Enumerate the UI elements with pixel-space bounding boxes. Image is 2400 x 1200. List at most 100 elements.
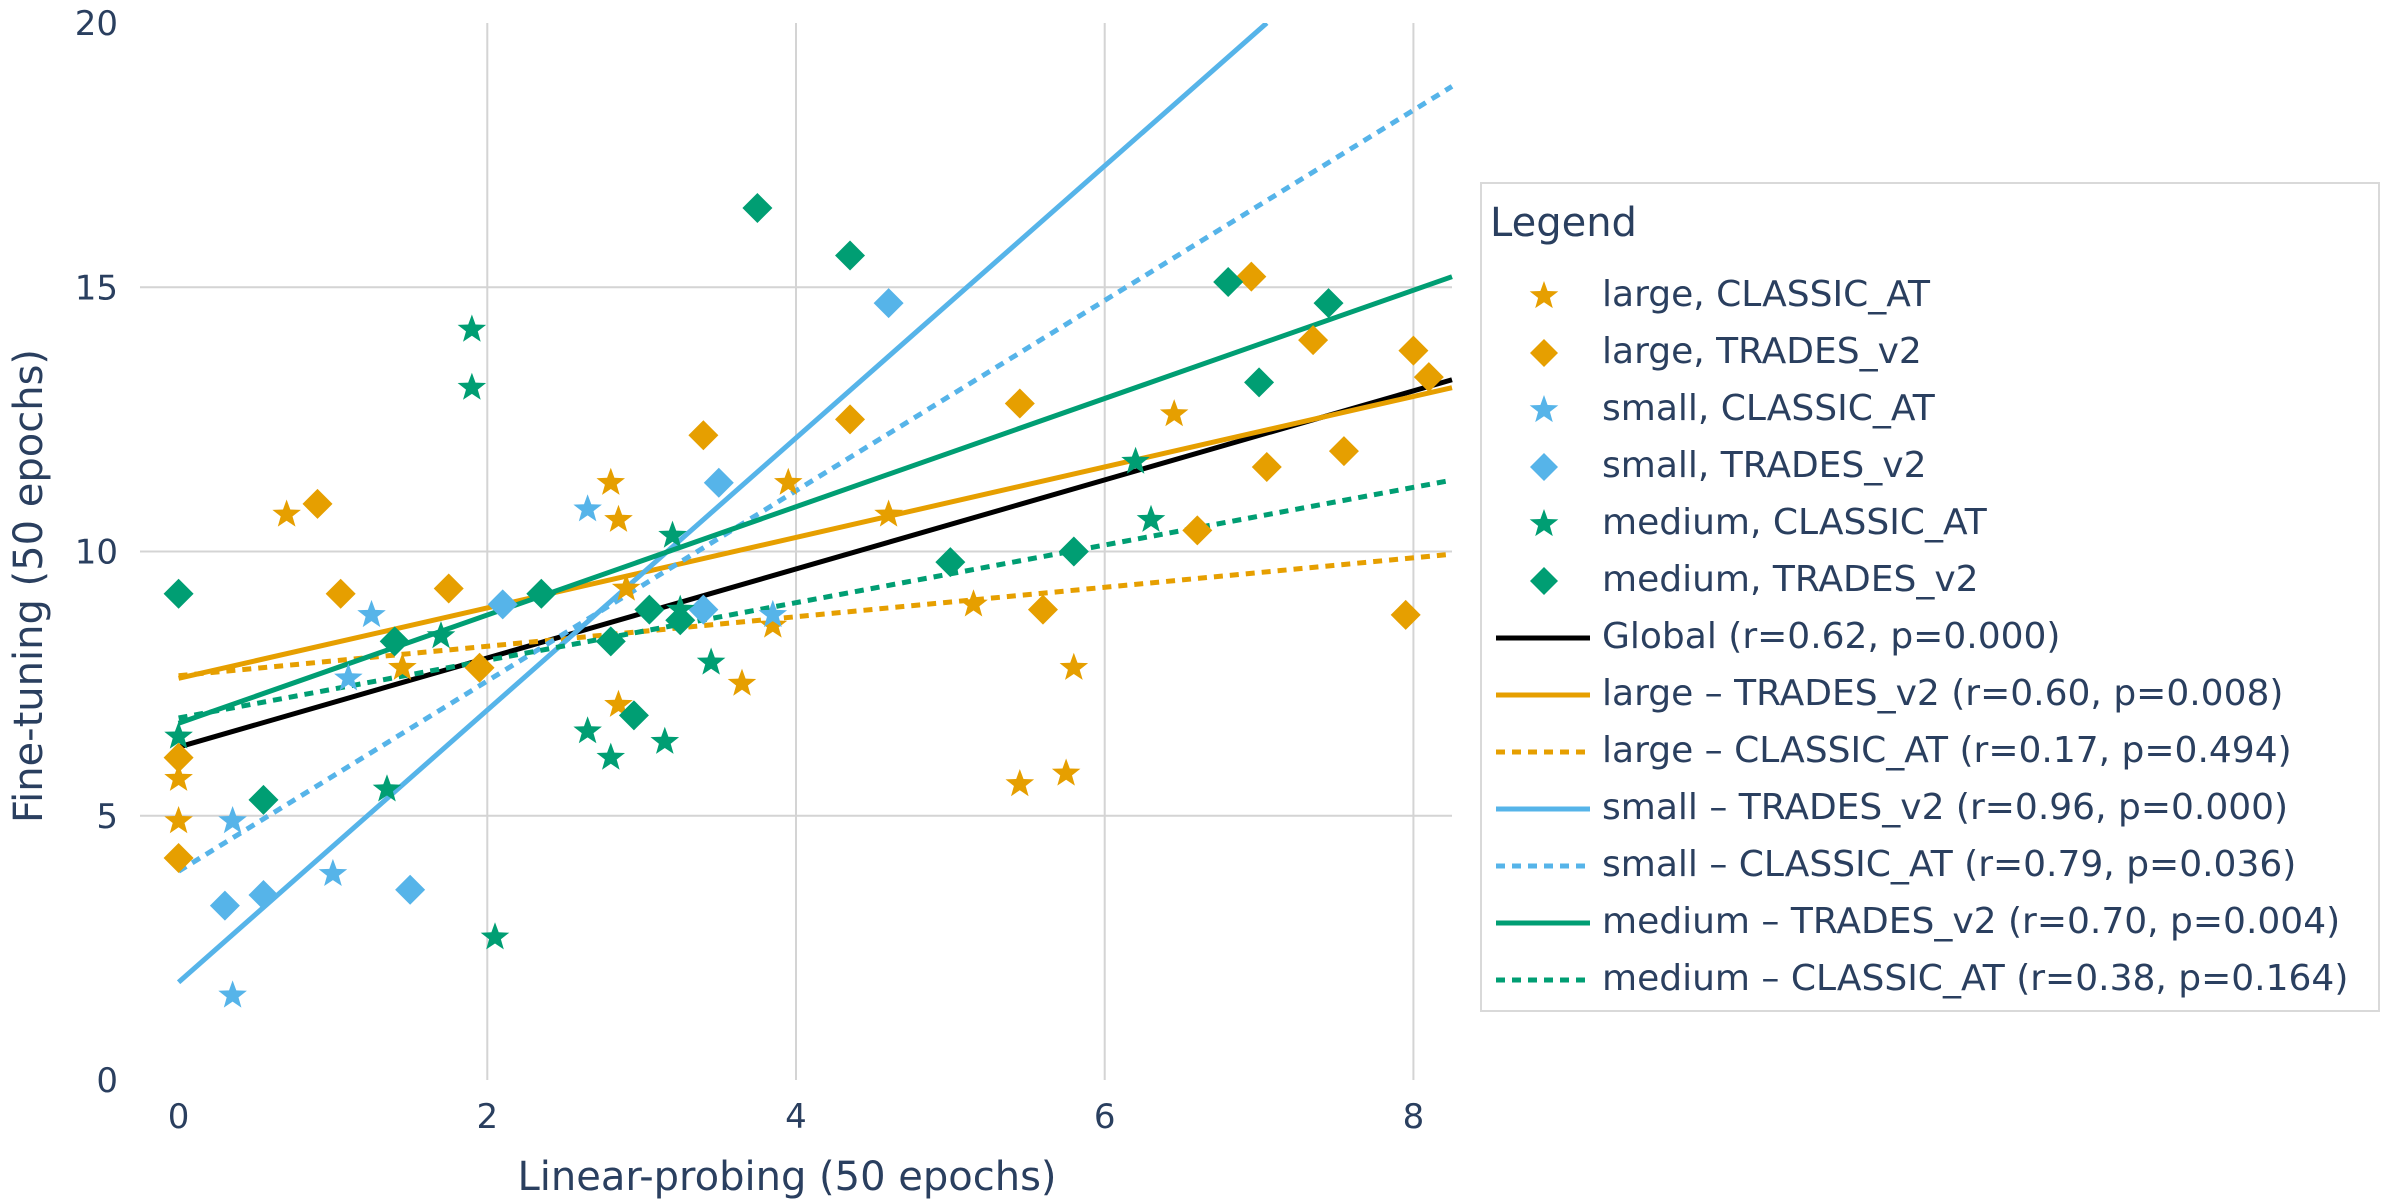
legend-swatch <box>1496 749 1590 755</box>
legend-label: small – TRADES_v2 (r=0.96, p=0.000) <box>1602 787 2289 828</box>
y-axis-title: Fine-tuning (50 epochs) <box>6 349 52 823</box>
large-classic-at-point <box>164 806 193 834</box>
legend-item-medium-classic-at[interactable]: medium – CLASSIC_AT (r=0.38, p=0.164) <box>1482 952 2377 1008</box>
large-trades-v2-point <box>688 420 719 451</box>
fit-lines <box>176 23 1454 985</box>
large-classic-at-point <box>874 499 903 527</box>
medium-trades-v2-point <box>379 626 410 657</box>
legend-label: large, CLASSIC_AT <box>1602 274 1931 315</box>
large-classic-at-point <box>596 467 625 495</box>
medium-classic-at-point <box>696 647 726 675</box>
large-classic-at-point <box>604 504 633 532</box>
legend-swatch <box>1529 281 1559 309</box>
legend-label: large, TRADES_v2 <box>1602 331 1922 372</box>
small-classic-at-point <box>218 980 247 1008</box>
legend-swatch <box>1529 395 1559 423</box>
large-trades-v2-point <box>1390 599 1421 630</box>
large-classic-at-point <box>727 668 757 696</box>
legend-swatch <box>1496 635 1590 641</box>
large-classic-at-point <box>611 573 641 601</box>
large-classic-at-point <box>959 589 988 617</box>
medium-trades-v2-point <box>1313 288 1344 319</box>
large-classic-at-point <box>1051 758 1081 786</box>
medium-classic-at-point <box>457 314 487 342</box>
medium-trades-v2-point <box>634 594 665 625</box>
grid <box>140 23 1452 1080</box>
legend-item-large-trades-v2[interactable]: large, TRADES_v2 <box>1482 325 2377 381</box>
large-trades-v2-point <box>1398 335 1429 366</box>
legend-item-large-classic-at[interactable]: large, CLASSIC_AT <box>1482 268 2377 324</box>
large-trades-v2-point <box>433 573 464 604</box>
medium-trades-v2-point <box>665 605 696 636</box>
legend-item-large-trades-v2[interactable]: large – TRADES_v2 (r=0.60, p=0.008) <box>1482 667 2377 723</box>
legend-title: Legend <box>1490 200 1637 246</box>
legend-swatch <box>1496 920 1590 926</box>
legend-label: medium – TRADES_v2 (r=0.70, p=0.004) <box>1602 901 2341 942</box>
large-trades-v2-point <box>1298 325 1329 356</box>
legend-swatch <box>1496 692 1590 698</box>
legend-swatch <box>1530 453 1558 481</box>
legend-label: Global (r=0.62, p=0.000) <box>1602 616 2061 657</box>
large-classic-at-point <box>272 499 301 527</box>
legend-item-large-classic-at[interactable]: large – CLASSIC_AT (r=0.17, p=0.494) <box>1482 724 2377 780</box>
large-trades-v2-point <box>1236 261 1267 292</box>
large-classic-at-point <box>164 763 193 791</box>
x-tick-label: 4 <box>785 1097 807 1137</box>
small-classic-at-point <box>318 858 348 886</box>
tick-labels: 0 2 4 6 8 0 5 10 15 20 <box>75 4 1424 1137</box>
large-trades-v2-point <box>1182 515 1213 546</box>
small-classic-at-point <box>357 599 386 628</box>
y-tick-label: 5 <box>96 797 118 837</box>
legend-swatch <box>1529 509 1559 537</box>
large-trades-v2-point <box>302 488 333 519</box>
scatter-points <box>163 192 1444 1008</box>
large-classic-at-point <box>758 610 788 638</box>
medium-classic-at-point <box>650 726 680 754</box>
medium-classic-at-point <box>573 716 602 744</box>
large-classic-at-point <box>774 467 803 495</box>
medium-trades-v2-point <box>935 547 966 578</box>
medium-trades-v2-point <box>163 578 194 609</box>
large-trades-v2-point <box>1027 594 1058 625</box>
small-trades-v2-point <box>209 890 240 921</box>
medium-trades-v2-point <box>595 626 626 657</box>
medium-trades-v2-point <box>1058 536 1089 567</box>
legend-item-small-trades-v2[interactable]: small – TRADES_v2 (r=0.96, p=0.000) <box>1482 781 2377 837</box>
medium-classic-at-point <box>457 372 487 400</box>
medium-trades-v2-point <box>835 240 866 271</box>
medium-classic-at-point <box>164 721 193 749</box>
medium-classic-at-point <box>596 742 625 770</box>
legend-item-small-trades-v2[interactable]: small, TRADES_v2 <box>1482 439 2377 495</box>
legend-item-global[interactable]: Global (r=0.62, p=0.000) <box>1482 610 2377 666</box>
legend-swatch <box>1496 977 1590 983</box>
x-tick-label: 6 <box>1094 1097 1116 1137</box>
legend-item-small-classic-at[interactable]: small, CLASSIC_AT <box>1482 382 2377 438</box>
legend-item-medium-classic-at[interactable]: medium, CLASSIC_AT <box>1482 496 2377 552</box>
small-classic-at-point <box>334 663 363 691</box>
medium-classic-at-point <box>372 774 402 802</box>
y-tick-label: 20 <box>75 4 118 44</box>
x-tick-label: 2 <box>476 1097 498 1137</box>
legend-label: large – CLASSIC_AT (r=0.17, p=0.494) <box>1602 730 2292 771</box>
x-tick-label: 8 <box>1403 1097 1425 1137</box>
large-classic-at-fit-line <box>178 551 1453 679</box>
large-trades-v2-point <box>163 742 194 773</box>
medium-trades-v2-point <box>1213 266 1244 297</box>
global-fit-line <box>177 377 1453 750</box>
legend-label: small, TRADES_v2 <box>1602 445 1927 486</box>
legend-item-medium-trades-v2[interactable]: medium, TRADES_v2 <box>1482 553 2377 609</box>
legend-label: medium, CLASSIC_AT <box>1602 502 1987 543</box>
legend-item-small-classic-at[interactable]: small – CLASSIC_AT (r=0.79, p=0.036) <box>1482 838 2377 894</box>
medium-trades-v2-point <box>742 192 773 223</box>
medium-trades-v2-point <box>526 578 557 609</box>
large-trades-v2-point <box>163 843 194 874</box>
large-classic-at-point <box>388 652 417 680</box>
legend-item-medium-trades-v2[interactable]: medium – TRADES_v2 (r=0.70, p=0.004) <box>1482 895 2377 951</box>
legend-label: large – TRADES_v2 (r=0.60, p=0.008) <box>1602 673 2284 714</box>
large-classic-at-point <box>1059 652 1089 680</box>
legend-label: medium – CLASSIC_AT (r=0.38, p=0.164) <box>1602 958 2349 999</box>
large-trades-v2-point <box>1328 436 1359 467</box>
large-classic-at-point <box>604 689 633 717</box>
small-classic-at-point <box>218 806 247 834</box>
